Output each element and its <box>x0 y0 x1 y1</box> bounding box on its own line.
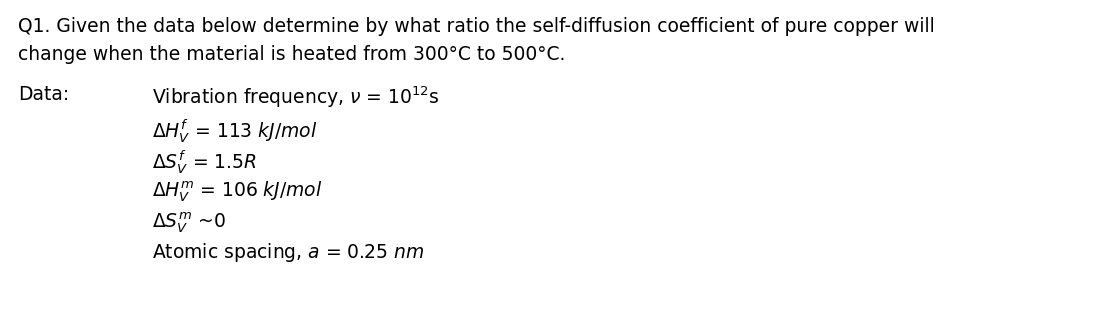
Text: Vibration frequency, $\nu$ = 10$^{12}$s: Vibration frequency, $\nu$ = 10$^{12}$s <box>152 85 440 111</box>
Text: $\Delta S^f_V$ = 1.5$R$: $\Delta S^f_V$ = 1.5$R$ <box>152 148 257 176</box>
Text: Q1. Given the data below determine by what ratio the self-diffusion coefficient : Q1. Given the data below determine by wh… <box>18 17 934 36</box>
Text: $\Delta H^m_V$ = 106 $kJ/mol$: $\Delta H^m_V$ = 106 $kJ/mol$ <box>152 179 323 204</box>
Text: Atomic spacing, $a$ = 0.25 $nm$: Atomic spacing, $a$ = 0.25 $nm$ <box>152 241 424 264</box>
Text: $\Delta S^m_V$ ~0: $\Delta S^m_V$ ~0 <box>152 210 225 235</box>
Text: $\Delta H^f_V$ = 113 $kJ/mol$: $\Delta H^f_V$ = 113 $kJ/mol$ <box>152 117 317 145</box>
Text: change when the material is heated from 300°C to 500°C.: change when the material is heated from … <box>18 45 566 64</box>
Text: Data:: Data: <box>18 85 69 104</box>
